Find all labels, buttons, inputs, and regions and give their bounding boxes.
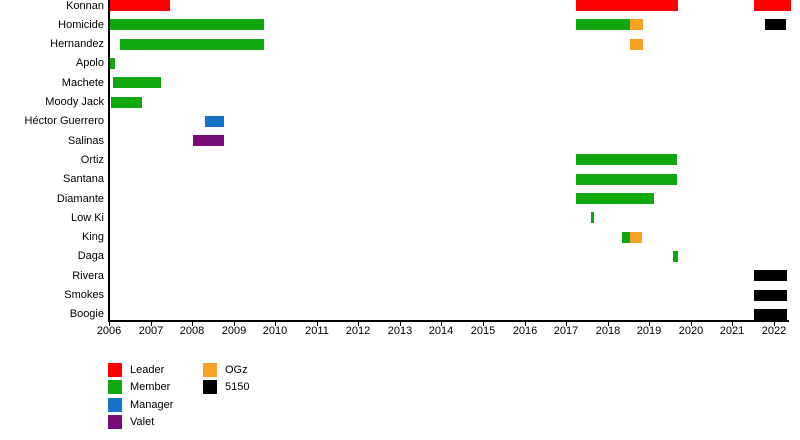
timeline-bar xyxy=(630,19,643,30)
timeline-bar xyxy=(111,97,142,108)
x-tick-label: 2011 xyxy=(305,325,329,337)
timeline-bar xyxy=(110,0,170,11)
x-tick xyxy=(691,320,692,326)
row-label: King xyxy=(81,231,104,244)
timeline-bar xyxy=(765,19,786,30)
row-label: Homicide xyxy=(58,18,104,31)
legend-swatch xyxy=(108,415,122,430)
timeline-bar xyxy=(630,39,643,50)
row-label: Apolo xyxy=(75,57,104,70)
y-axis-line xyxy=(108,0,110,322)
row-label: Santana xyxy=(63,173,104,186)
row-label: Low Ki xyxy=(70,211,104,224)
timeline-bar xyxy=(110,58,115,69)
row-label: Machete xyxy=(61,76,104,89)
x-tick-label: 2015 xyxy=(470,325,496,337)
x-tick xyxy=(732,320,733,326)
legend-swatch xyxy=(108,380,122,395)
x-tick xyxy=(109,320,110,326)
x-tick xyxy=(275,320,276,326)
legend-swatch xyxy=(203,363,217,377)
legend-swatch xyxy=(108,363,122,377)
timeline-bar xyxy=(754,0,791,11)
timeline-bar xyxy=(193,135,224,146)
x-axis-line xyxy=(108,320,789,322)
legend-label: Leader xyxy=(130,364,165,376)
timeline-bar xyxy=(205,116,224,127)
x-tick xyxy=(483,320,484,326)
timeline-bar xyxy=(576,154,677,165)
x-tick-label: 2013 xyxy=(387,325,413,337)
x-tick-label: 2019 xyxy=(636,325,662,337)
legend-label: OGz xyxy=(225,364,248,376)
x-tick-label: 2020 xyxy=(678,325,704,337)
row-label: Konnan xyxy=(66,0,104,12)
row-label: Héctor Guerrero xyxy=(24,115,104,128)
x-tick-label: 2022 xyxy=(761,325,787,337)
x-tick-label: 2017 xyxy=(553,325,579,337)
row-label: Salinas xyxy=(67,134,104,147)
timeline-bar xyxy=(591,212,594,223)
timeline-bar xyxy=(673,251,678,262)
x-tick xyxy=(151,320,152,326)
legend-label: 5150 xyxy=(225,381,250,394)
legend-label: Manager xyxy=(130,398,174,411)
x-tick xyxy=(192,320,193,326)
x-tick xyxy=(566,320,567,326)
x-tick xyxy=(441,320,442,326)
x-tick-label: 2008 xyxy=(179,325,205,337)
timeline-bar xyxy=(576,193,654,204)
timeline-bar xyxy=(754,290,787,301)
timeline-bar xyxy=(754,309,787,320)
x-tick xyxy=(400,320,401,326)
timeline-bar xyxy=(622,232,630,243)
legend-label: Member xyxy=(130,381,171,394)
legend-swatch xyxy=(203,380,217,395)
x-tick-label: 2010 xyxy=(262,325,288,337)
x-tick xyxy=(358,320,359,326)
timeline-bar xyxy=(576,174,677,185)
timeline-bar xyxy=(576,0,678,11)
x-tick-label: 2006 xyxy=(96,325,122,337)
legend-label: Valet xyxy=(130,416,155,429)
x-tick-label: 2021 xyxy=(719,325,745,337)
timeline-bar xyxy=(110,19,264,30)
x-tick xyxy=(774,320,775,326)
x-tick-label: 2012 xyxy=(345,325,371,337)
x-tick xyxy=(234,320,235,326)
row-label: Hernandez xyxy=(50,38,104,51)
x-tick-label: 2014 xyxy=(428,325,454,337)
row-label: Boogie xyxy=(69,308,104,321)
legend-swatch xyxy=(108,397,122,412)
timeline-bar xyxy=(630,232,642,243)
timeline-bar xyxy=(754,270,787,281)
row-label: Moody Jack xyxy=(45,96,104,108)
x-tick xyxy=(525,320,526,326)
row-label: Daga xyxy=(77,250,104,263)
row-label: Smokes xyxy=(64,289,104,301)
timeline-bar xyxy=(113,77,161,88)
x-tick-label: 2018 xyxy=(595,325,621,337)
x-tick-label: 2007 xyxy=(138,325,164,337)
x-tick-label: 2016 xyxy=(512,325,538,337)
x-tick-label: 2009 xyxy=(221,325,247,337)
row-label: Rivera xyxy=(72,269,104,282)
x-tick xyxy=(649,320,650,326)
timeline-bar xyxy=(120,39,264,50)
row-label: Diamante xyxy=(56,192,104,205)
timeline-bar xyxy=(576,19,630,30)
row-label: Ortiz xyxy=(80,153,104,166)
x-tick xyxy=(608,320,609,326)
x-tick xyxy=(317,320,318,326)
